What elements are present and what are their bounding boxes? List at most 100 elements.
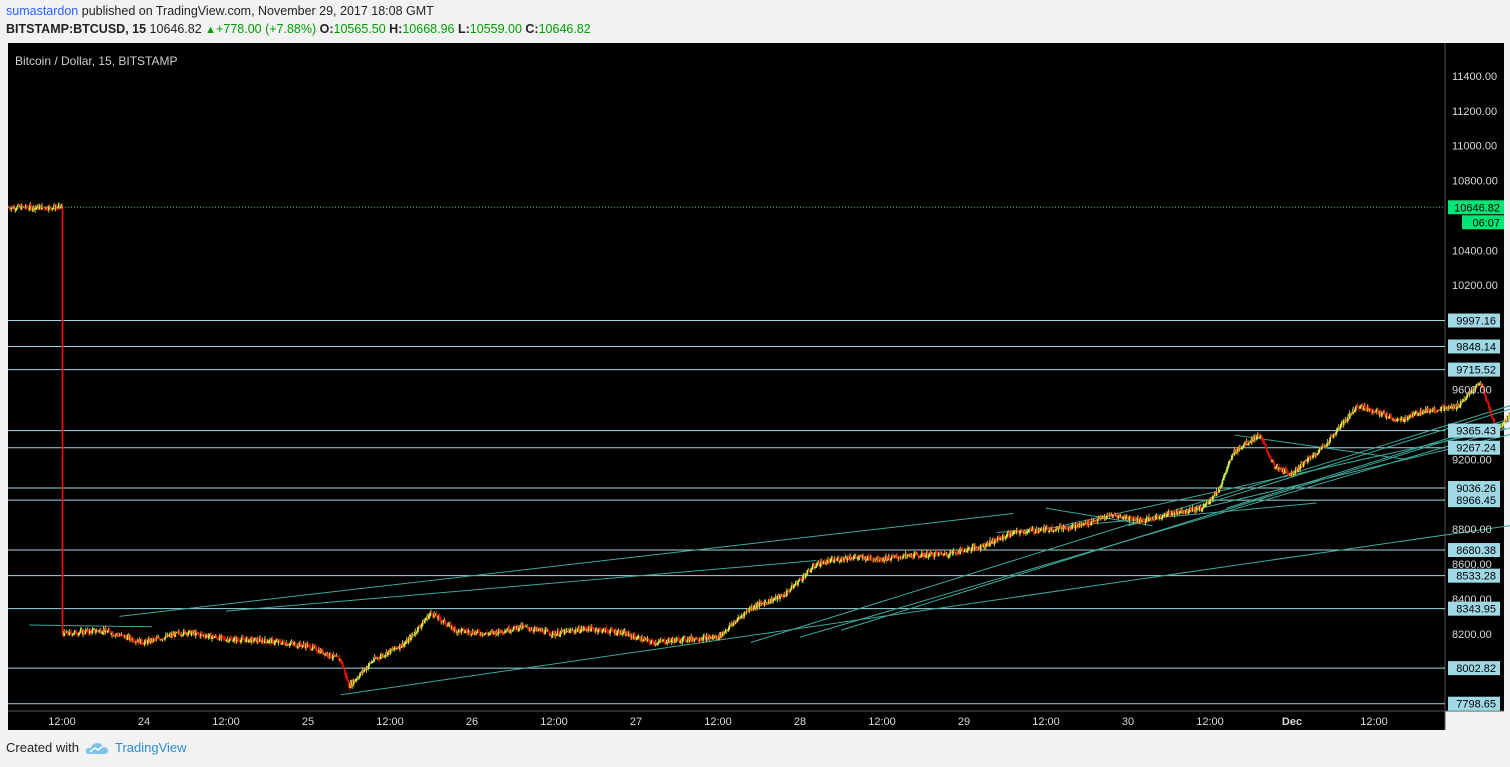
candle-body [1068,528,1071,530]
price-axis-background[interactable] [1445,43,1504,711]
candle-body [229,638,231,641]
candle-body [672,638,675,641]
candle-body [1484,394,1487,399]
candle-body [660,639,663,641]
candle-body [990,539,992,543]
candle-body [247,639,250,643]
candle-body [785,595,787,597]
candle-body [559,632,562,635]
candle-body [1232,454,1235,456]
candle-body [188,630,190,634]
candle-body [1024,530,1027,534]
candle-body [296,646,299,648]
candle-body [1259,437,1261,439]
candle-body [264,638,267,641]
candle-body [1220,483,1223,486]
candle-body [1138,520,1141,522]
candle-body [51,208,54,210]
candle-body [1011,533,1014,535]
candle-body [389,648,392,654]
candle-body [333,654,336,657]
candle-body [717,639,720,641]
candle-body [431,613,434,616]
candle-body [261,640,264,643]
candle-body [1184,510,1187,513]
trendline [840,420,1510,631]
candle-body [84,630,87,634]
candle-body [662,640,664,642]
last-price: 10646.82 [149,22,202,36]
candle-body [382,654,385,657]
candle-body [73,631,76,634]
candle-body [809,570,812,573]
candle-body [652,641,655,644]
candle-body [626,632,629,635]
candle-body [801,579,804,581]
candle-body [1318,450,1320,454]
candle-body [886,559,889,561]
candle-body [109,631,112,634]
candle-body [164,637,166,640]
candle-body [1408,415,1411,418]
candle-body [30,204,32,206]
candle-body [836,558,839,561]
candle-body [372,660,375,662]
candle-body [1377,409,1379,414]
candle-body [1262,441,1265,443]
candle-body [162,638,165,640]
candle-body [1091,520,1094,522]
candle-body [1117,516,1120,518]
candle-body [469,630,471,635]
candle-body [24,207,26,209]
candle-body [404,642,407,644]
candle-body [61,205,64,635]
candle-body [1134,518,1137,520]
candle-body [158,637,160,639]
horizontal-levels [8,320,1445,705]
time-axis-background[interactable] [8,711,1445,730]
candle-body [447,625,450,627]
candle-body [1179,511,1182,513]
candle-body [428,613,431,616]
candle-body [877,556,880,561]
candle-body [496,630,499,635]
candle-body [121,634,124,636]
candle-body [890,558,892,561]
candle-body [1356,405,1359,408]
candle-body [338,657,341,661]
candle-body [633,634,636,637]
candle-body [1210,497,1213,500]
candle-body [1249,442,1252,444]
candle-body [250,637,253,643]
candle-body [197,632,200,634]
candle-body [10,207,13,210]
candle-body [1325,445,1328,447]
candle-body [240,637,243,640]
candle-body [363,670,365,672]
candle-body [1217,492,1220,494]
candle-body [793,584,796,586]
candle-body [988,545,991,547]
candle-body [1401,417,1404,421]
candle-body [1475,385,1478,388]
candle-body [223,637,226,640]
candle-body [43,207,46,209]
candle-body [1476,384,1479,386]
candle-body [184,630,187,635]
candle-body [129,636,132,640]
candle-body [373,656,376,661]
candle-body [878,560,880,562]
candle-body [225,639,228,642]
candle-body [1482,386,1484,389]
candle-body [1032,528,1035,533]
candle-body [716,636,719,640]
high-label: H: [389,22,403,36]
candle-body [1205,502,1208,505]
author-link[interactable]: sumastardon [6,4,79,18]
candle-body [862,556,865,558]
candle-body [1019,531,1021,534]
candle-body [591,626,593,628]
candle-body [699,639,702,641]
candle-body [346,680,349,682]
